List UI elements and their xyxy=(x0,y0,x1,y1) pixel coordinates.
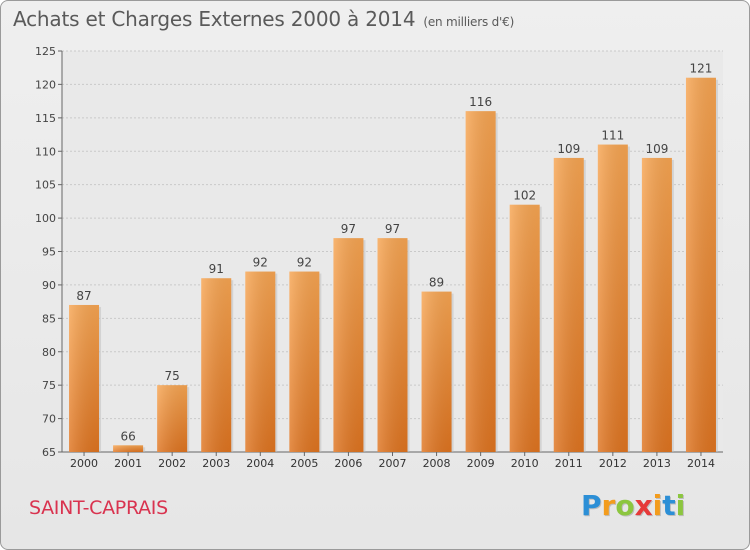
y-tick-label: 120 xyxy=(35,78,56,91)
y-tick-label: 80 xyxy=(42,346,56,359)
value-label: 102 xyxy=(513,189,536,203)
bar-highlight xyxy=(201,278,232,452)
bar-highlight xyxy=(465,111,496,453)
y-tick-label: 85 xyxy=(42,312,56,325)
value-label: 109 xyxy=(645,142,668,156)
bar-highlight xyxy=(597,144,628,453)
proxiti-logo: Proxiti xyxy=(581,489,685,522)
value-label: 91 xyxy=(209,262,224,276)
chart-title-text: Achats et Charges Externes 2000 à 2014 xyxy=(13,7,416,31)
value-label: 92 xyxy=(253,256,268,270)
x-tick-label: 2009 xyxy=(467,457,495,470)
y-tick-label: 115 xyxy=(35,112,56,125)
x-tick-label: 2011 xyxy=(555,457,583,470)
value-label: 111 xyxy=(601,129,624,143)
y-tick-label: 65 xyxy=(42,446,56,459)
bar-highlight xyxy=(509,204,540,452)
value-label: 121 xyxy=(690,62,713,76)
x-tick-label: 2014 xyxy=(687,457,715,470)
y-tick-label: 100 xyxy=(35,212,56,225)
chart-unit: (en milliers d'€) xyxy=(423,15,515,29)
y-tick-label: 125 xyxy=(35,45,56,58)
bar-highlight xyxy=(69,304,100,452)
value-label: 97 xyxy=(385,222,400,236)
logo-letter: r xyxy=(601,489,616,522)
value-label: 92 xyxy=(297,256,312,270)
value-label: 97 xyxy=(341,222,356,236)
logo-letter: i xyxy=(675,489,686,522)
value-label: 116 xyxy=(469,95,492,109)
value-label: 109 xyxy=(557,142,580,156)
x-tick-label: 2012 xyxy=(599,457,627,470)
y-tick-label: 95 xyxy=(42,246,56,259)
logo-letter: i xyxy=(652,489,663,522)
x-tick-label: 2002 xyxy=(158,457,186,470)
x-tick-label: 2000 xyxy=(70,457,98,470)
bar-highlight xyxy=(289,271,320,452)
bar-highlight xyxy=(553,157,584,452)
value-label: 87 xyxy=(76,289,91,303)
x-tick-label: 2007 xyxy=(379,457,407,470)
bar-highlight xyxy=(245,271,276,452)
x-tick-label: 2004 xyxy=(246,457,274,470)
value-label: 89 xyxy=(429,276,444,290)
x-tick-label: 2003 xyxy=(202,457,230,470)
commune-name: SAINT-CAPRAIS xyxy=(29,497,168,519)
bar-highlight xyxy=(685,77,716,452)
logo-letter: t xyxy=(662,489,676,522)
x-tick-label: 2013 xyxy=(643,457,671,470)
x-tick-label: 2006 xyxy=(334,457,362,470)
logo-letter: o xyxy=(615,489,635,522)
value-label: 66 xyxy=(120,429,135,443)
chart-title: Achats et Charges Externes 2000 à 2014 (e… xyxy=(13,7,514,31)
axis-layer: 65 70 75 80 85 90 95 100 105 110 115 120 125 2000 2001… xyxy=(35,45,723,470)
value-label: 75 xyxy=(165,369,180,383)
x-tick-label: 2001 xyxy=(114,457,142,470)
y-tick-label: 75 xyxy=(42,379,56,392)
bar-highlight xyxy=(333,238,364,452)
y-tick-label: 90 xyxy=(42,279,56,292)
bar-highlight xyxy=(641,157,672,452)
y-tick-label: 110 xyxy=(35,145,56,158)
y-tick-label: 105 xyxy=(35,179,56,192)
y-tick-label: 70 xyxy=(42,413,56,426)
bar-highlight xyxy=(377,238,408,452)
x-tick-label: 2005 xyxy=(290,457,318,470)
bar-highlight xyxy=(421,291,452,452)
x-tick-label: 2010 xyxy=(511,457,539,470)
logo-letter: x xyxy=(634,489,653,522)
bar-highlight xyxy=(157,385,188,452)
bar-highlight xyxy=(113,445,144,452)
x-tick-label: 2008 xyxy=(423,457,451,470)
logo-letter: P xyxy=(581,489,602,522)
label-layer: 87 66 75 91 92 92 97 97 89 116 102 109 111 109 121 xyxy=(76,62,712,444)
bar-layer xyxy=(69,77,718,453)
